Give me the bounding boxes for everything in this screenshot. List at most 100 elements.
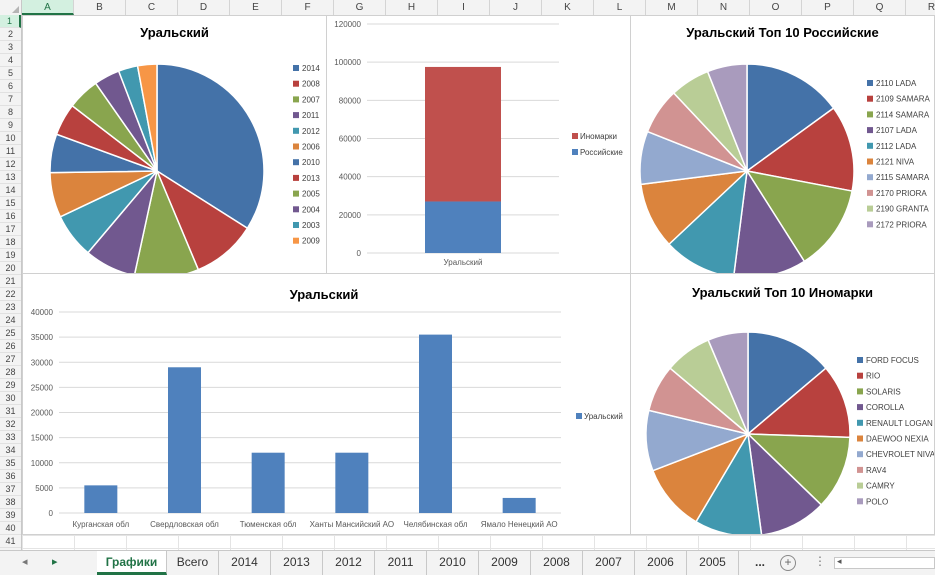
prev-sheet-icon[interactable]: ◂ bbox=[22, 556, 28, 568]
column-header-j[interactable]: J bbox=[490, 0, 542, 15]
column-header-p[interactable]: P bbox=[802, 0, 854, 15]
sheet-tab-2008[interactable]: 2008 bbox=[531, 551, 583, 575]
row-header-40[interactable]: 40 bbox=[0, 522, 21, 535]
row-header-21[interactable]: 21 bbox=[0, 275, 21, 288]
more-sheets-button[interactable]: ... bbox=[755, 555, 766, 569]
pie-top10-ru-slice-2110 LADA[interactable] bbox=[746, 63, 835, 173]
row-header-8[interactable]: 8 bbox=[0, 106, 21, 119]
row-header-13[interactable]: 13 bbox=[0, 171, 21, 184]
pie-top10-ru-slice-2172 PRIORA[interactable] bbox=[706, 63, 748, 172]
column-header-n[interactable]: N bbox=[698, 0, 750, 15]
worksheet-grid[interactable]: Уральский 2014 2008 2007 2011 2012 2006 2010 201… bbox=[22, 15, 935, 550]
row-header-10[interactable]: 10 bbox=[0, 132, 21, 145]
row-header-38[interactable]: 38 bbox=[0, 496, 21, 509]
pie-top10-foreign-slice-POLO[interactable] bbox=[707, 331, 749, 435]
row-header-6[interactable]: 6 bbox=[0, 80, 21, 93]
pie-years-slice-2009[interactable] bbox=[136, 63, 158, 172]
row-header-7[interactable]: 7 bbox=[0, 93, 21, 106]
row-header-26[interactable]: 26 bbox=[0, 340, 21, 353]
column-header-c[interactable]: C bbox=[126, 0, 178, 15]
chart-bar-regions[interactable]: Уральский 0 5000 10000 15000 20000 25000 30000 3… bbox=[22, 273, 631, 535]
column-header-i[interactable]: I bbox=[438, 0, 490, 15]
row-header-14[interactable]: 14 bbox=[0, 184, 21, 197]
row-header-3[interactable]: 3 bbox=[0, 41, 21, 54]
pie-top10-ru-slice-2114 SAMARA[interactable] bbox=[745, 169, 853, 263]
row-header-39[interactable]: 39 bbox=[0, 509, 21, 522]
row-header-15[interactable]: 15 bbox=[0, 197, 21, 210]
select-all-corner[interactable] bbox=[0, 0, 22, 15]
sheet-tab-Всего[interactable]: Всего bbox=[167, 551, 219, 575]
chart-pie-top10-russian[interactable]: Уральский Топ 10 Российские 2110 LADA 2109… bbox=[630, 15, 935, 274]
row-header-12[interactable]: 12 bbox=[0, 158, 21, 171]
column-header-r[interactable]: R bbox=[906, 0, 935, 15]
row-header-1[interactable]: 1 bbox=[0, 15, 21, 28]
options-icon[interactable]: ⋮ bbox=[814, 554, 826, 568]
column-header-d[interactable]: D bbox=[178, 0, 230, 15]
row-header-11[interactable]: 11 bbox=[0, 145, 21, 158]
pie-top10-foreign-slice-COROLLA[interactable] bbox=[746, 431, 823, 534]
sheet-tab-2014[interactable]: 2014 bbox=[219, 551, 271, 575]
row-header-41[interactable]: 41 bbox=[0, 535, 21, 548]
row-header-24[interactable]: 24 bbox=[0, 314, 21, 327]
bar-regions-bar-Тюменская обл[interactable] bbox=[251, 452, 285, 513]
sheet-tab-2011[interactable]: 2011 bbox=[375, 551, 427, 575]
bar-regions-bar-Ханты Мансийский АО[interactable] bbox=[335, 452, 369, 513]
sheet-tab-2013[interactable]: 2013 bbox=[271, 551, 323, 575]
row-header-5[interactable]: 5 bbox=[0, 67, 21, 80]
row-header-18[interactable]: 18 bbox=[0, 236, 21, 249]
pie-top10-foreign-slice-SOLARIS[interactable] bbox=[746, 433, 851, 506]
pie-years-slice-2007[interactable] bbox=[134, 168, 200, 273]
row-header-29[interactable]: 29 bbox=[0, 379, 21, 392]
stacked-bar-segment-Иномарки[interactable] bbox=[425, 66, 501, 202]
column-header-b[interactable]: B bbox=[74, 0, 126, 15]
row-header-35[interactable]: 35 bbox=[0, 457, 21, 470]
row-header-28[interactable]: 28 bbox=[0, 366, 21, 379]
pie-top10-foreign-slice-FORD FOCUS[interactable] bbox=[747, 331, 827, 436]
column-header-f[interactable]: F bbox=[282, 0, 334, 15]
pie-top10-foreign-slice-RENAULT LOGAN[interactable] bbox=[694, 431, 763, 534]
column-header-k[interactable]: K bbox=[542, 0, 594, 15]
column-header-q[interactable]: Q bbox=[854, 0, 906, 15]
stacked-bar-segment-Российские[interactable] bbox=[425, 201, 501, 253]
chart-stacked-bar[interactable]: 0 20000 40000 60000 80000 100000 120000 Уральск… bbox=[326, 15, 631, 274]
row-header-23[interactable]: 23 bbox=[0, 301, 21, 314]
horizontal-scrollbar[interactable]: ◂ bbox=[834, 556, 935, 569]
sheet-tab-2006[interactable]: 2006 bbox=[635, 551, 687, 575]
row-header-32[interactable]: 32 bbox=[0, 418, 21, 431]
add-sheet-icon[interactable]: + bbox=[780, 555, 796, 571]
column-header-l[interactable]: L bbox=[594, 0, 646, 15]
pie-top10-ru-slice-2109 SAMARA[interactable] bbox=[745, 107, 855, 192]
scroll-left-icon[interactable]: ◂ bbox=[837, 556, 842, 566]
bar-regions-bar-Челябинская обл[interactable] bbox=[419, 334, 452, 513]
row-header-31[interactable]: 31 bbox=[0, 405, 21, 418]
column-header-e[interactable]: E bbox=[230, 0, 282, 15]
bar-regions-bar-Свердловская обл[interactable] bbox=[168, 367, 201, 513]
row-header-22[interactable]: 22 bbox=[0, 288, 21, 301]
row-header-36[interactable]: 36 bbox=[0, 470, 21, 483]
row-header-34[interactable]: 34 bbox=[0, 444, 21, 457]
pie-top10-foreign-slice-RIO[interactable] bbox=[746, 367, 851, 439]
row-header-16[interactable]: 16 bbox=[0, 210, 21, 223]
column-header-m[interactable]: M bbox=[646, 0, 698, 15]
row-header-4[interactable]: 4 bbox=[0, 54, 21, 67]
pie-top10-ru-slice-2107 LADA[interactable] bbox=[733, 168, 806, 273]
bar-regions-bar-Ямало Ненецкий АО[interactable] bbox=[502, 497, 536, 513]
sheet-tab-2007[interactable]: 2007 bbox=[583, 551, 635, 575]
column-header-a[interactable]: A bbox=[22, 0, 74, 15]
row-header-17[interactable]: 17 bbox=[0, 223, 21, 236]
row-header-27[interactable]: 27 bbox=[0, 353, 21, 366]
row-header-9[interactable]: 9 bbox=[0, 119, 21, 132]
row-header-20[interactable]: 20 bbox=[0, 262, 21, 275]
pie-top10-foreign-slice-DAEWOO NEXIA[interactable] bbox=[651, 432, 750, 523]
row-header-19[interactable]: 19 bbox=[0, 249, 21, 262]
row-header-37[interactable]: 37 bbox=[0, 483, 21, 496]
bar-regions-bar-Курганская обл[interactable] bbox=[84, 485, 118, 513]
sheet-tab-2005[interactable]: 2005 bbox=[687, 551, 739, 575]
row-header-33[interactable]: 33 bbox=[0, 431, 21, 444]
chart-pie-years[interactable]: Уральский 2014 2008 2007 2011 2012 2006 2010 201… bbox=[22, 15, 327, 274]
column-header-g[interactable]: G bbox=[334, 0, 386, 15]
row-header-30[interactable]: 30 bbox=[0, 392, 21, 405]
sheet-tab-2012[interactable]: 2012 bbox=[323, 551, 375, 575]
sheet-tab-Графики[interactable]: Графики bbox=[97, 551, 167, 575]
column-header-h[interactable]: H bbox=[386, 0, 438, 15]
